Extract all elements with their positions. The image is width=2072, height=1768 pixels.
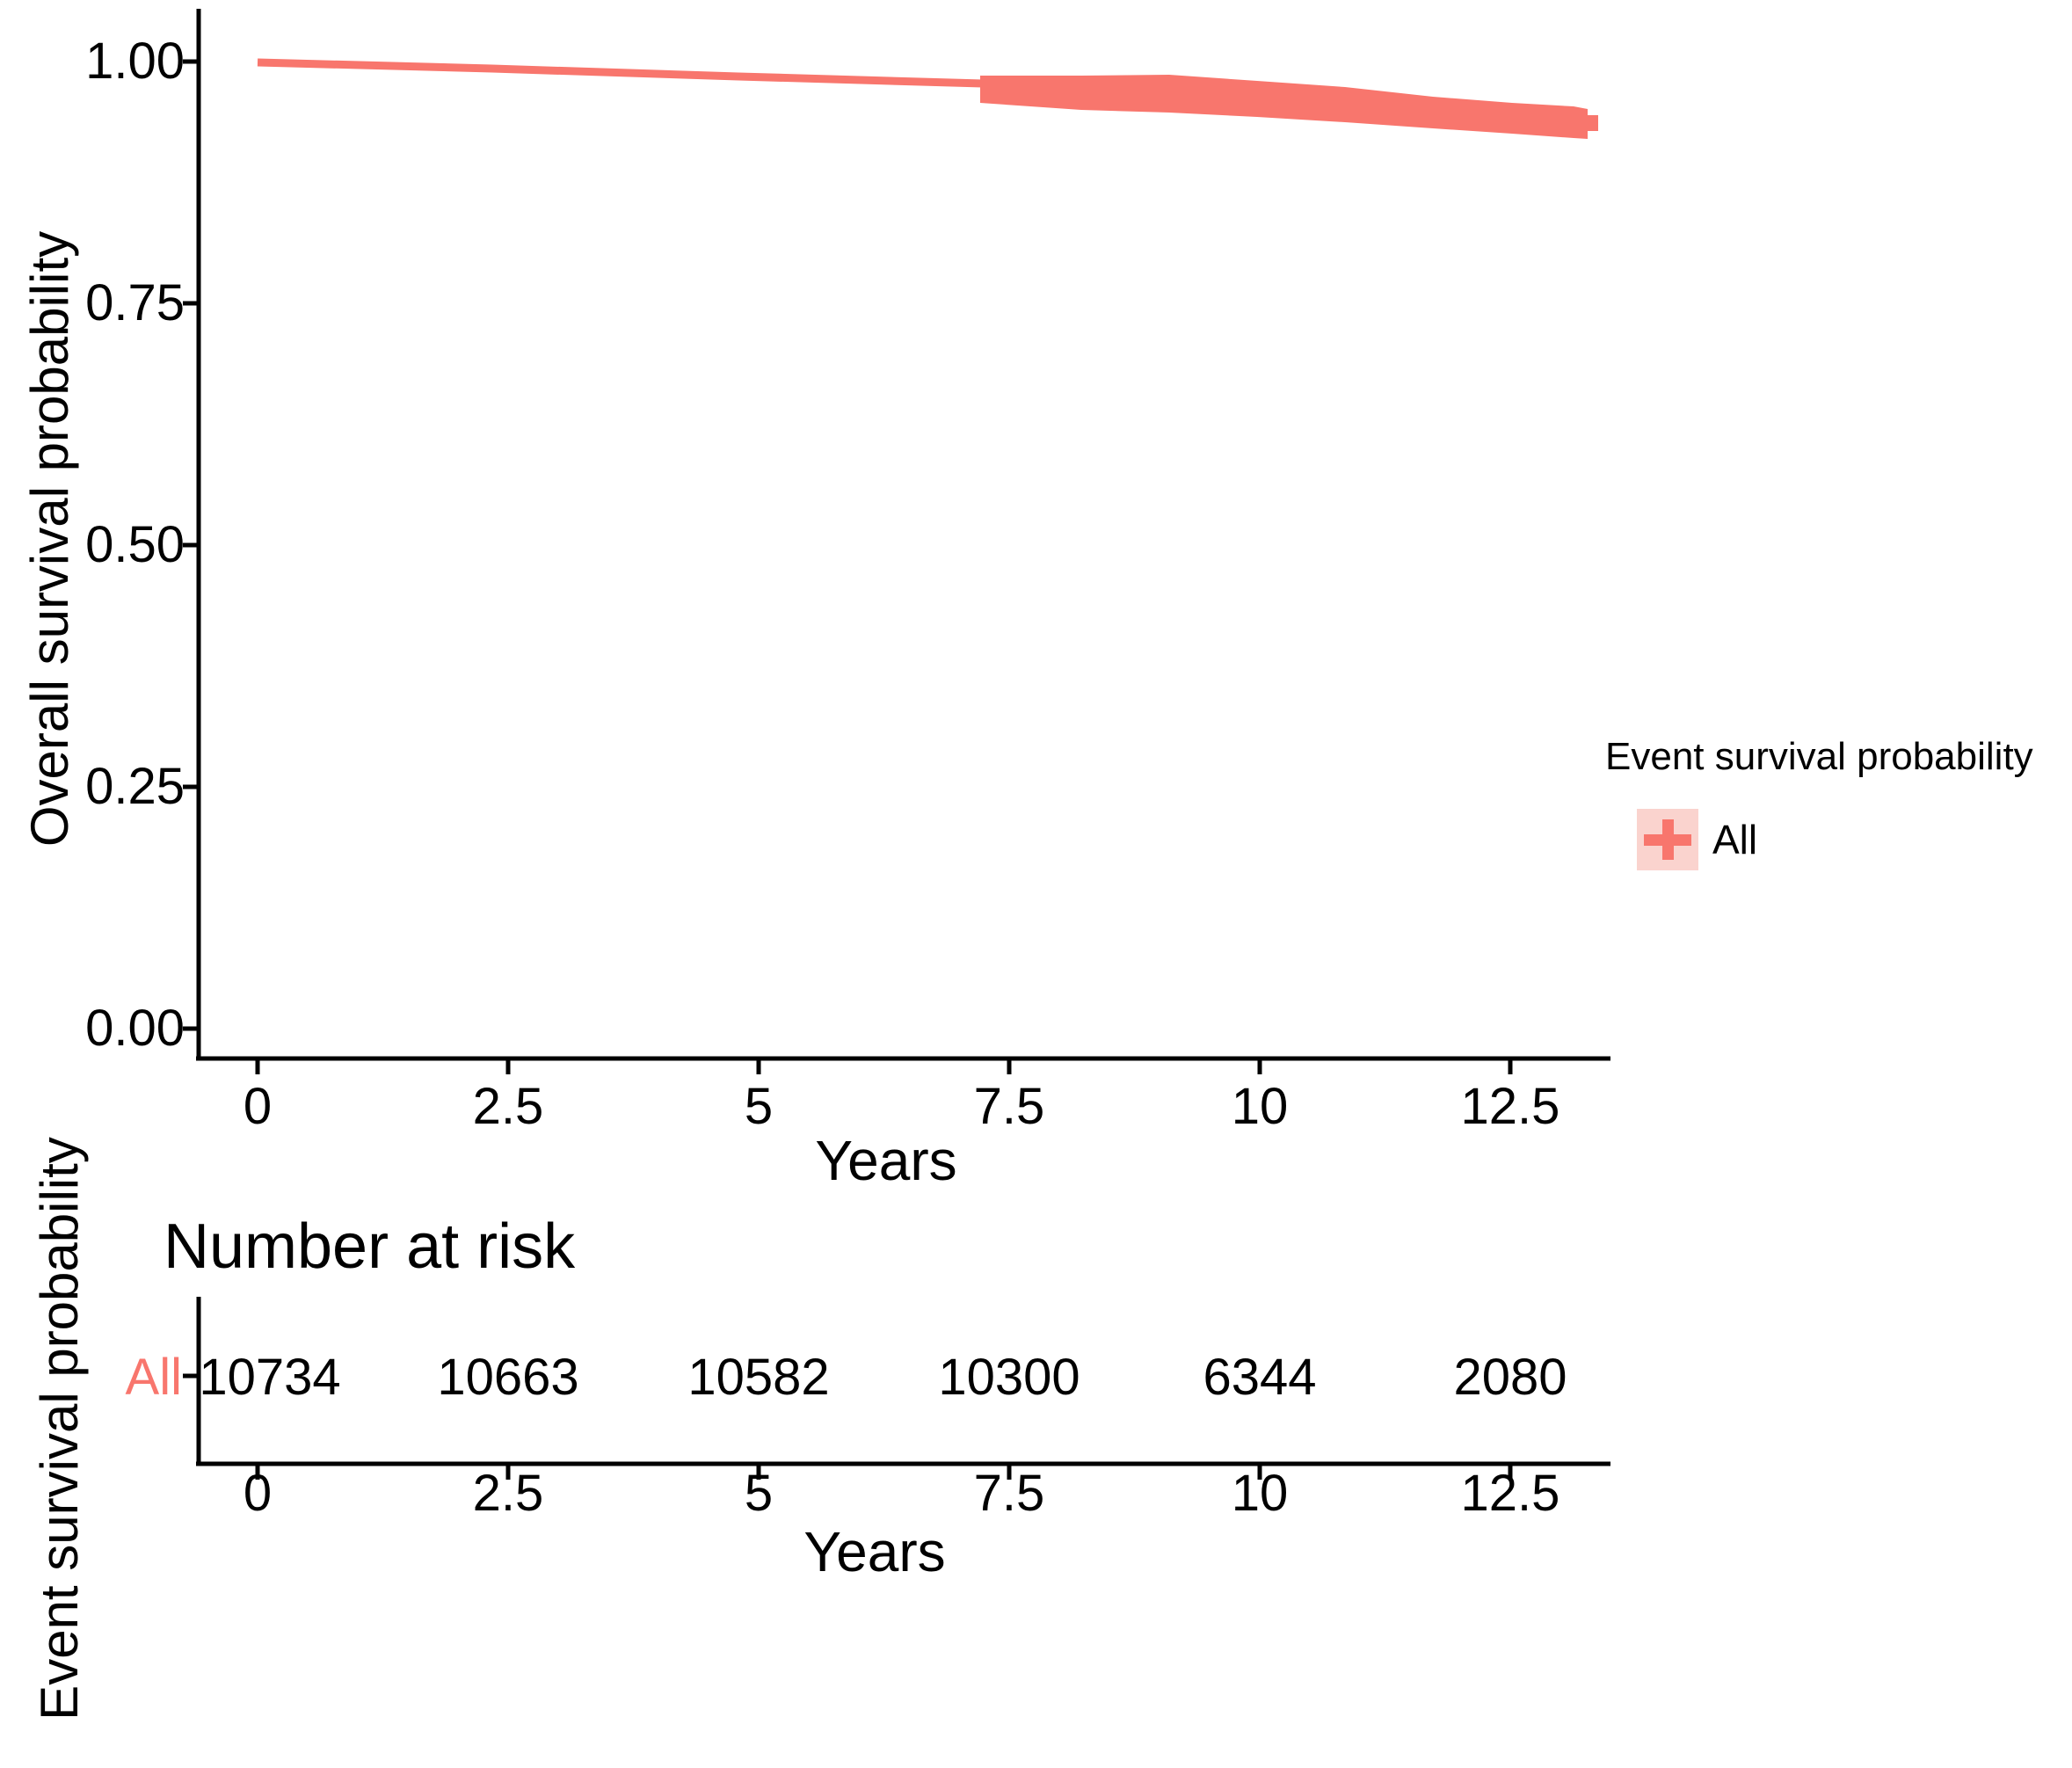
- x-tick-label: 0: [243, 1078, 273, 1135]
- final-censor-tick: [1582, 115, 1598, 131]
- risk-x-tick-label: 0: [243, 1465, 273, 1522]
- risk-table-title: Number at risk: [164, 1211, 576, 1282]
- risk-count: 6344: [1203, 1349, 1317, 1406]
- risk-x-tick-label: 5: [744, 1465, 774, 1522]
- risk-count: 10582: [687, 1349, 830, 1406]
- risk-count: 10663: [437, 1349, 579, 1406]
- risk-row-label: All: [125, 1349, 182, 1406]
- risk-x-tick-label: 7.5: [973, 1465, 1045, 1522]
- y-tick-label: 0.00: [85, 1000, 185, 1057]
- risk-count: 2080: [1453, 1349, 1567, 1406]
- legend-title: Event survival probability: [1605, 735, 2033, 778]
- risk-x-tick-label: 2.5: [472, 1465, 544, 1522]
- x-tick-label: 12.5: [1460, 1078, 1560, 1135]
- survival-curve-all: [257, 58, 1598, 139]
- y-tick-label: 0.75: [85, 274, 185, 331]
- x-tick-label: 10: [1231, 1078, 1289, 1135]
- legend-entry-label: All: [1712, 817, 1758, 862]
- y-tick-label: 0.25: [85, 758, 185, 815]
- risk-x-tick-label: 10: [1231, 1465, 1289, 1522]
- main-plot-axes: [183, 9, 1610, 1074]
- risk-x-axis-title: Years: [803, 1520, 946, 1583]
- y-tick-label: 0.50: [85, 516, 185, 573]
- main-y-axis-title: Overall survival probability: [20, 230, 79, 848]
- x-tick-label: 7.5: [973, 1078, 1045, 1135]
- risk-count: 10734: [199, 1349, 341, 1406]
- risk-count: 10300: [938, 1349, 1080, 1406]
- risk-table-axes: [183, 1297, 1610, 1480]
- x-tick-label: 2.5: [472, 1078, 544, 1135]
- x-tick-label: 5: [744, 1078, 774, 1135]
- censor-mark-band: [980, 75, 1588, 139]
- main-x-axis-title: Years: [815, 1129, 957, 1192]
- risk-x-tick-label: 12.5: [1460, 1465, 1560, 1522]
- y-tick-label: 1.00: [85, 33, 185, 90]
- risk-y-axis-title: Event survival probability: [30, 1137, 89, 1721]
- survival-line-segment: [257, 58, 984, 88]
- plus-censor-icon: [1662, 819, 1674, 860]
- legend-key-all: [1637, 809, 1698, 870]
